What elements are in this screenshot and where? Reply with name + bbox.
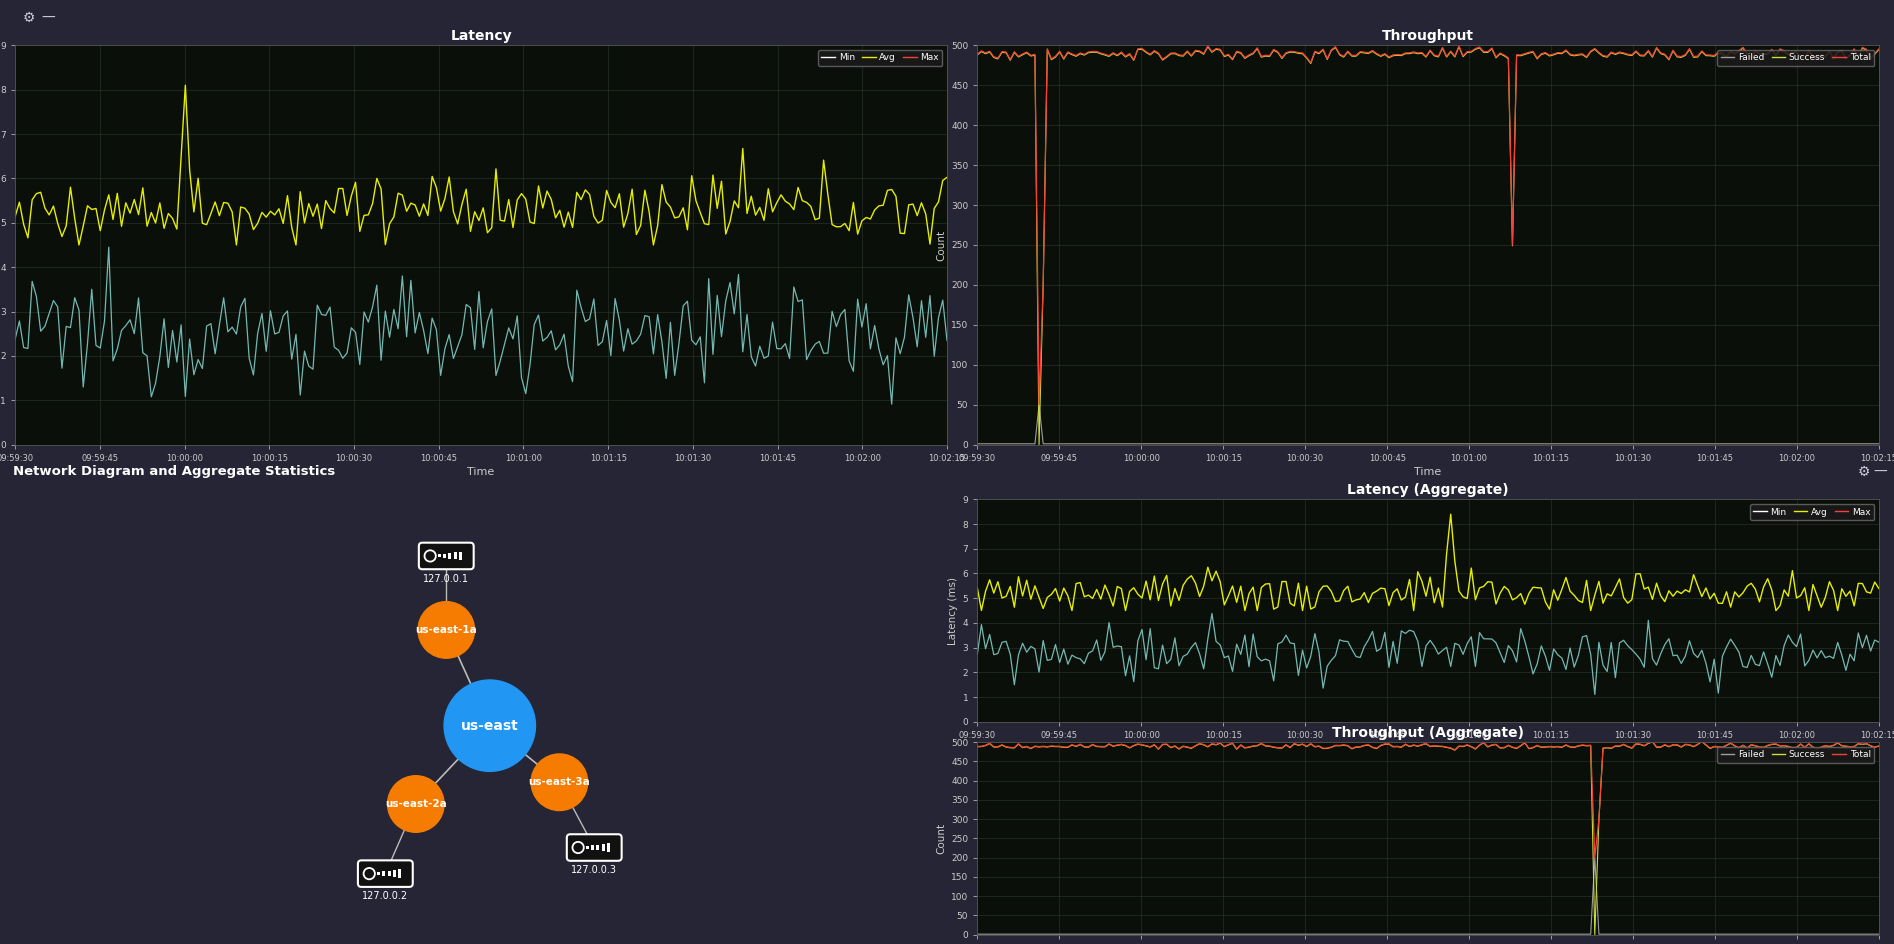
Bar xyxy=(377,872,381,875)
Bar xyxy=(606,843,610,851)
Text: ⚙: ⚙ xyxy=(23,11,36,25)
Circle shape xyxy=(364,868,375,879)
Circle shape xyxy=(443,680,536,771)
Y-axis label: Latency (ms): Latency (ms) xyxy=(949,577,958,645)
Bar xyxy=(443,554,447,558)
Title: Latency: Latency xyxy=(451,28,511,42)
Text: us-east-1a: us-east-1a xyxy=(415,625,477,635)
Bar xyxy=(383,871,384,876)
Circle shape xyxy=(530,754,587,811)
Text: —: — xyxy=(1873,465,1888,479)
Bar xyxy=(388,870,390,876)
Text: 127.0.0.3: 127.0.0.3 xyxy=(572,865,617,875)
X-axis label: Time: Time xyxy=(468,467,494,477)
Text: us-east-2a: us-east-2a xyxy=(384,799,447,809)
Bar xyxy=(449,553,451,559)
Bar xyxy=(438,554,441,558)
FancyBboxPatch shape xyxy=(358,860,413,887)
Bar xyxy=(597,845,599,851)
Bar xyxy=(398,869,402,878)
Text: ⚙: ⚙ xyxy=(1858,465,1869,479)
Circle shape xyxy=(572,842,583,853)
Y-axis label: Count: Count xyxy=(938,823,947,854)
Legend: Failed, Success, Total: Failed, Success, Total xyxy=(1718,747,1875,763)
X-axis label: Time: Time xyxy=(1415,467,1441,477)
Circle shape xyxy=(388,776,443,833)
X-axis label: Time: Time xyxy=(1415,744,1441,754)
Text: us-east-3a: us-east-3a xyxy=(528,777,591,787)
Legend: Min, Avg, Max: Min, Avg, Max xyxy=(1750,504,1875,520)
Title: Throughput (Aggregate): Throughput (Aggregate) xyxy=(1331,726,1525,739)
Bar xyxy=(458,552,462,560)
Text: us-east: us-east xyxy=(460,718,519,733)
Text: 127.0.0.2: 127.0.0.2 xyxy=(362,891,409,902)
Legend: Min, Avg, Max: Min, Avg, Max xyxy=(818,50,943,66)
Y-axis label: Count: Count xyxy=(938,229,947,261)
Text: Network Diagram and Aggregate Statistics: Network Diagram and Aggregate Statistics xyxy=(13,465,335,479)
Bar xyxy=(602,844,604,851)
Text: 127.0.0.1: 127.0.0.1 xyxy=(422,574,470,583)
FancyBboxPatch shape xyxy=(419,543,474,569)
Text: —: — xyxy=(42,11,55,25)
Circle shape xyxy=(419,601,475,658)
FancyBboxPatch shape xyxy=(566,834,621,861)
Bar xyxy=(455,552,456,560)
Bar xyxy=(585,846,589,849)
Title: Latency (Aggregate): Latency (Aggregate) xyxy=(1347,482,1510,497)
Bar xyxy=(591,845,595,850)
Circle shape xyxy=(424,550,436,562)
Bar xyxy=(392,870,396,877)
Legend: Failed, Success, Total: Failed, Success, Total xyxy=(1718,50,1875,66)
Title: Throughput: Throughput xyxy=(1383,28,1474,42)
